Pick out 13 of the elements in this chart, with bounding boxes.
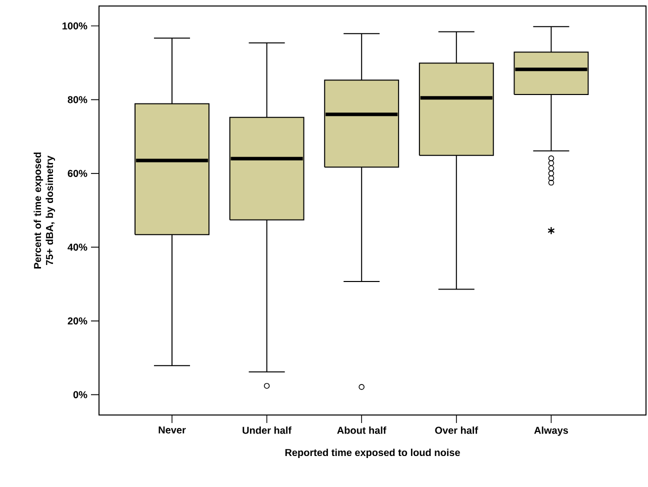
x-tick-label: About half	[337, 426, 386, 434]
y-tick-label: 100%	[62, 22, 88, 30]
y-tick-label: 40%	[68, 244, 88, 251]
x-tick-label: Under half	[242, 426, 292, 434]
y-axis-title: Percent of time exposed 75+ dBA, by dosimetry	[34, 152, 56, 268]
x-axis-title: Reported time exposed to loud noise	[285, 448, 460, 458]
y-tick-label: 80%	[68, 96, 88, 104]
y-tick-label: 60%	[68, 170, 88, 177]
x-tick-label: Never	[158, 426, 186, 434]
x-tick-label: Over half	[435, 426, 478, 434]
y-tick-label: 20%	[68, 317, 88, 324]
x-tick-label: Always	[534, 426, 568, 436]
y-tick-label: 0%	[73, 391, 88, 398]
